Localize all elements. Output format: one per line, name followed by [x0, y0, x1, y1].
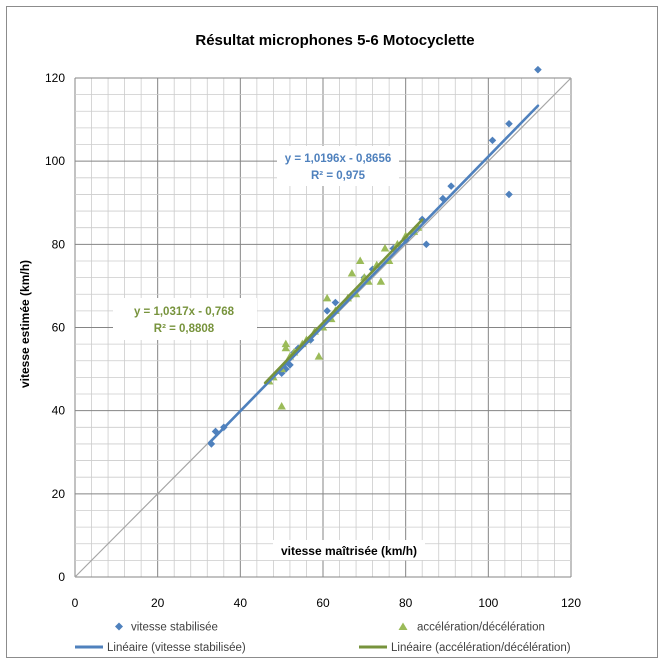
- x-tick-label: 120: [561, 596, 581, 610]
- data-point-diamond: [489, 137, 497, 145]
- x-tick-label: 0: [72, 596, 79, 610]
- data-point-triangle: [356, 256, 364, 264]
- x-tick-label: 20: [151, 596, 165, 610]
- legend-marker-diamond: [115, 623, 123, 631]
- trendline-green-r2: R² = 0,8808: [154, 323, 215, 335]
- legend-item-lineaire-acceleration: Linéaire (accélération/décélération): [359, 642, 571, 654]
- chart-frame: Résultat microphones 5-6 Motocyclette 0 2…: [6, 6, 658, 658]
- chart-title: Résultat microphones 5-6 Motocyclette: [195, 32, 474, 49]
- trendline-green-equation: y = 1,0317x - 0,768: [134, 306, 235, 318]
- trendline-blue-equation: y = 1,0196x - 0,8656: [285, 153, 391, 165]
- data-point-triangle: [315, 352, 323, 360]
- trendline-blue-r2: R² = 0,975: [311, 170, 366, 182]
- y-tick-label: 120: [45, 71, 65, 85]
- data-point-diamond: [505, 191, 513, 199]
- data-point-diamond: [332, 299, 340, 307]
- data-point-diamond: [534, 66, 542, 74]
- legend-label: vitesse stabilisée: [131, 622, 218, 634]
- legend-label: Linéaire (accélération/décélération): [391, 642, 571, 654]
- x-tick-label: 100: [478, 596, 498, 610]
- x-tick-label: 60: [316, 596, 330, 610]
- y-tick-label: 20: [52, 487, 66, 501]
- legend-item-acceleration: accélération/décélération: [399, 622, 545, 634]
- legend-item-lineaire-stabilisee: Linéaire (vitesse stabilisée): [75, 642, 246, 654]
- legend-item-stabilisee: vitesse stabilisée: [115, 622, 218, 634]
- legend: vitesse stabilisée accélération/décéléra…: [75, 622, 571, 655]
- data-point-triangle: [277, 402, 285, 410]
- data-point-diamond: [323, 307, 331, 315]
- y-tick-label: 80: [52, 237, 66, 251]
- legend-label: Linéaire (vitesse stabilisée): [107, 642, 246, 654]
- data-point-triangle: [377, 277, 385, 285]
- data-point-diamond: [505, 120, 513, 128]
- y-tick-label: 0: [58, 570, 65, 584]
- data-point-diamond: [447, 182, 455, 190]
- legend-marker-triangle: [399, 623, 408, 631]
- scatter-chart: Résultat microphones 5-6 Motocyclette 0 2…: [7, 7, 657, 657]
- data-point-diamond: [423, 241, 431, 249]
- data-point-triangle: [348, 269, 356, 277]
- points-layer: [208, 66, 542, 448]
- x-axis-title: vitesse maîtrisée (km/h): [281, 544, 417, 558]
- y-tick-label: 60: [52, 321, 66, 335]
- data-point-triangle: [381, 244, 389, 252]
- legend-label: accélération/décélération: [417, 622, 545, 634]
- data-point-triangle: [323, 294, 331, 302]
- y-tick-label: 40: [52, 404, 66, 418]
- x-tick-label: 80: [399, 596, 413, 610]
- x-tick-label: 40: [234, 596, 248, 610]
- y-axis-title: vitesse estimée (km/h): [18, 260, 32, 388]
- y-tick-label: 100: [45, 154, 65, 168]
